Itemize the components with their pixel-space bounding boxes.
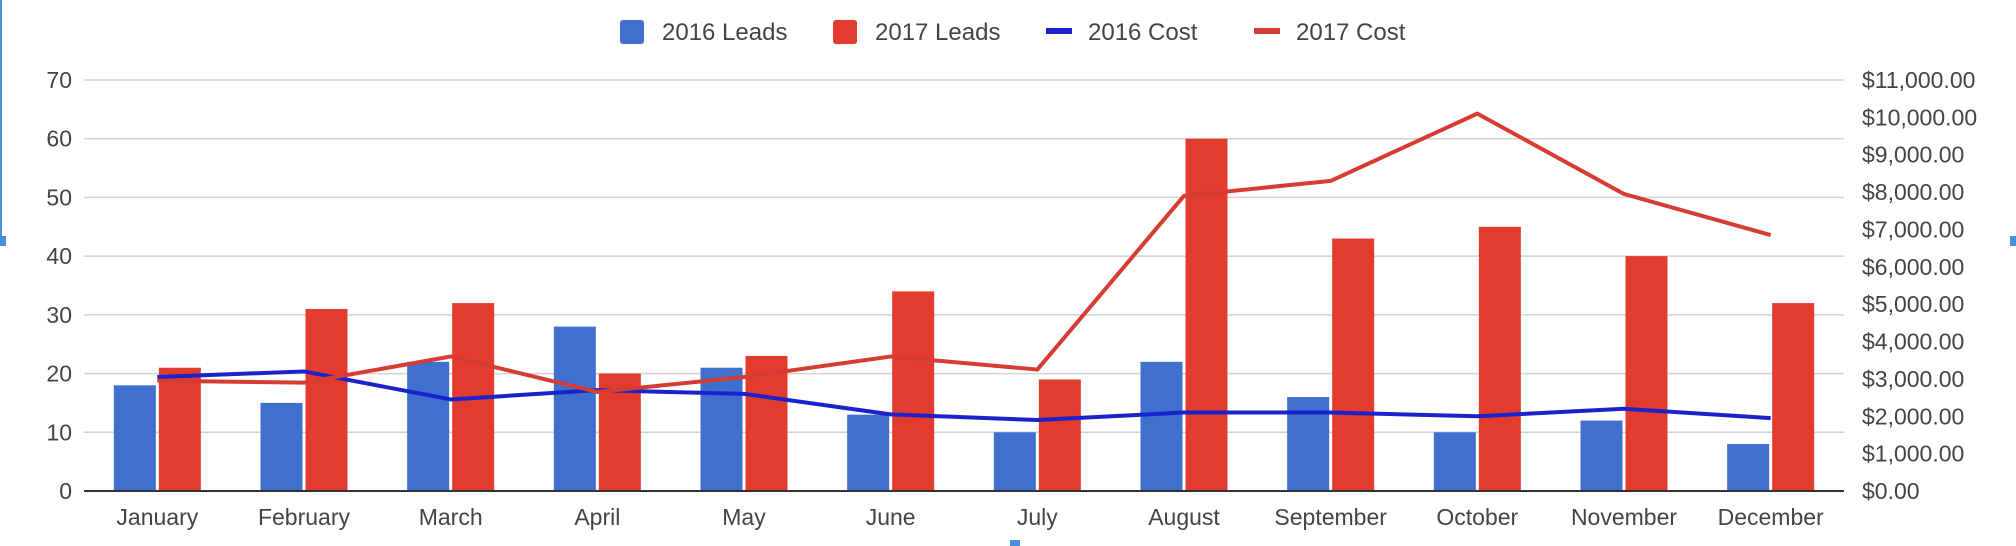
x-tick-label: May	[722, 504, 766, 530]
x-axis: January February March April May June July Augu…	[84, 490, 1844, 530]
bar-2016-leads-april[interactable]	[553, 326, 596, 491]
legend-swatch	[833, 20, 857, 44]
right-tick-label: $2,000.00	[1862, 403, 1964, 429]
legend-item-2016-leads[interactable]: 2016 Leads	[620, 19, 787, 46]
left-tick-label: 20	[46, 361, 72, 387]
cost-lines	[157, 111, 1772, 423]
bar-2016-leads-november[interactable]	[1580, 420, 1623, 491]
right-tick-label: $8,000.00	[1862, 179, 1964, 205]
left-tick-label: 70	[46, 67, 72, 93]
selection-handle-bottom[interactable]	[1010, 540, 1020, 546]
right-axis: $0.00 $1,000.00 $2,000.00 $3,000.00 $4,000.0…	[1862, 67, 1977, 504]
legend-label: 2016 Cost	[1088, 19, 1198, 46]
bar-2017-leads-october[interactable]	[1478, 226, 1521, 492]
legend-item-2016-cost[interactable]: 2016 Cost	[1046, 19, 1198, 46]
x-tick-label: April	[574, 504, 620, 530]
bar-2017-leads-september[interactable]	[1332, 238, 1375, 491]
selection-handle-right[interactable]	[2010, 236, 2016, 246]
legend: 2016 Leads 2017 Leads 2016 Cost 2017 Cost	[620, 19, 1406, 46]
legend-label: 2017 Cost	[1296, 19, 1406, 46]
right-tick-label: $5,000.00	[1862, 291, 1964, 317]
right-tick-label: $9,000.00	[1862, 142, 1964, 168]
right-tick-label: $11,000.00	[1862, 67, 1975, 93]
x-tick-label: February	[258, 504, 351, 530]
selection-handle-left[interactable]	[0, 236, 6, 246]
bar-2016-leads-july[interactable]	[993, 432, 1036, 491]
bars	[113, 138, 1815, 492]
right-tick-label: $6,000.00	[1862, 254, 1964, 280]
bar-2017-leads-january[interactable]	[158, 367, 201, 491]
bar-2016-leads-october[interactable]	[1433, 432, 1476, 491]
bar-2016-leads-june[interactable]	[847, 414, 890, 491]
bar-2017-leads-august[interactable]	[1185, 138, 1228, 491]
left-tick-label: 40	[46, 243, 72, 269]
left-tick-label: 0	[59, 478, 72, 504]
x-tick-label: August	[1148, 504, 1220, 530]
x-tick-label: November	[1571, 504, 1677, 530]
bar-2016-leads-march[interactable]	[407, 361, 450, 491]
left-tick-label: 30	[46, 302, 72, 328]
legend-item-2017-cost[interactable]: 2017 Cost	[1254, 19, 1406, 46]
x-tick-label: October	[1436, 504, 1518, 530]
x-tick-label: July	[1017, 504, 1058, 530]
legend-swatch	[620, 20, 644, 44]
bar-2017-leads-april[interactable]	[598, 373, 641, 491]
bar-2016-leads-may[interactable]	[700, 367, 743, 491]
bar-2016-leads-january[interactable]	[113, 385, 156, 491]
x-tick-label: June	[866, 504, 916, 530]
legend-swatch	[1046, 28, 1072, 34]
line-2016-cost[interactable]	[157, 369, 1771, 423]
line-2017-cost[interactable]	[157, 111, 1772, 394]
right-tick-label: $3,000.00	[1862, 366, 1964, 392]
right-tick-label: $7,000.00	[1862, 216, 1964, 242]
left-tick-label: 10	[46, 419, 72, 445]
x-tick-label: March	[419, 504, 483, 530]
gridlines	[84, 79, 1844, 434]
bar-2017-leads-june[interactable]	[892, 291, 935, 491]
bar-2017-leads-may[interactable]	[745, 355, 788, 491]
x-tick-label: January	[116, 504, 198, 530]
bar-2017-leads-december[interactable]	[1772, 303, 1815, 491]
x-tick-label: September	[1274, 504, 1387, 530]
left-axis: 0 10 20 30 40 50 60 70	[46, 67, 72, 504]
bar-2016-leads-august[interactable]	[1140, 361, 1183, 491]
legend-item-2017-leads[interactable]: 2017 Leads	[833, 19, 1000, 46]
bar-2016-leads-february[interactable]	[260, 402, 303, 491]
left-tick-label: 60	[46, 126, 72, 152]
bar-2017-leads-july[interactable]	[1038, 379, 1081, 491]
right-tick-label: $0.00	[1862, 478, 1920, 504]
left-edge-line	[0, 0, 2, 238]
legend-swatch	[1254, 28, 1280, 34]
left-tick-label: 50	[46, 184, 72, 210]
legend-label: 2016 Leads	[662, 19, 787, 46]
right-tick-label: $4,000.00	[1862, 329, 1964, 355]
bar-2016-leads-december[interactable]	[1727, 444, 1770, 491]
legend-label: 2017 Leads	[875, 19, 1000, 46]
x-tick-label: December	[1718, 504, 1824, 530]
bar-2017-leads-february[interactable]	[305, 308, 348, 491]
right-tick-label: $1,000.00	[1862, 441, 1964, 467]
right-tick-label: $10,000.00	[1862, 104, 1977, 130]
bar-2017-leads-november[interactable]	[1625, 256, 1668, 491]
